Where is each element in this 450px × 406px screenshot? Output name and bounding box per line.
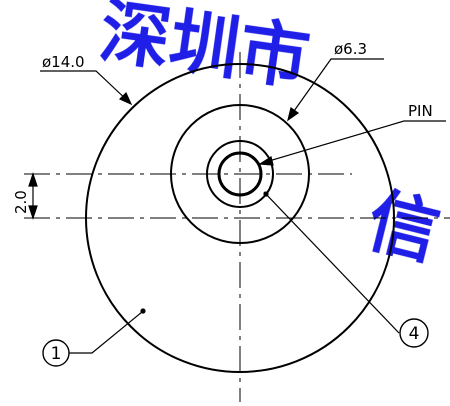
- pin-label: PIN: [408, 102, 433, 120]
- callout-4-label: 4: [409, 324, 420, 344]
- callout-4-circle: [399, 318, 429, 348]
- offset-arrow-top: [28, 172, 38, 187]
- offset-dimension: [28, 172, 38, 220]
- callout-4-leader: [263, 191, 400, 334]
- outer-diameter-label: ø14.0: [42, 53, 85, 71]
- center-lines: [24, 52, 450, 402]
- callout-1-circle: [42, 339, 70, 367]
- pin-leader: [258, 120, 446, 166]
- offset-dim-label: 2.0: [12, 190, 30, 214]
- inner-diameter-label: ø6.3: [334, 40, 367, 58]
- offset-arrow-bottom: [28, 205, 38, 220]
- watermark-text: 深圳市: [95, 0, 314, 100]
- callout-1-leader: [69, 308, 146, 354]
- watermark: 深圳市 信: [95, 0, 447, 275]
- watermark-text-tail: 信: [360, 179, 448, 275]
- outer-diameter-leader: [40, 70, 133, 106]
- callout-1-label: 1: [51, 344, 62, 364]
- inner-diameter-leader: [287, 58, 384, 122]
